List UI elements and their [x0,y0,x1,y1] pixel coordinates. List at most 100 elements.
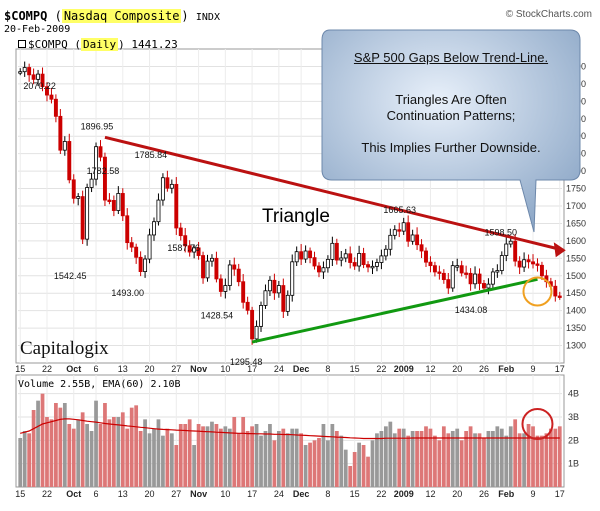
candle-body [317,265,321,273]
volume-bar [433,435,437,487]
candle-body [531,261,535,265]
x-tick-label: 22 [376,364,386,374]
price-legend: $COMPQ (Daily) 1441.23 [18,38,178,51]
candle-body [374,262,379,267]
price-tick-label: 1350 [566,323,586,333]
candle-body [482,283,486,289]
candle-body [259,305,263,327]
candle-body [504,243,509,256]
candle-body [192,247,197,253]
candle-body [321,267,326,273]
candle-body [111,200,116,211]
resistance-trendline [104,135,561,251]
volume-panel [15,374,565,488]
volume-bar [450,431,455,487]
volume-bar [45,417,49,487]
candle-body [27,67,32,76]
volume-bar [272,440,277,487]
volume-bar [330,424,335,487]
volume-bar [455,428,460,487]
candle-body [379,255,384,263]
candle-body [160,177,165,201]
volume-x-tick-label: 17 [555,489,565,499]
chart-title: $COMPQ (Nasdaq Composite) INDX [4,9,220,23]
price-annotation-label: 2070.22 [23,81,56,91]
volume-tick-label: 2B [568,435,579,445]
volume-bar [361,445,366,487]
pattern-label: Triangle [262,206,330,227]
volume-bar [548,428,553,487]
volume-bar [357,442,361,487]
candle-body [495,270,500,273]
volume-bar [36,400,40,487]
candle-body [361,253,366,266]
candle-body [85,187,90,240]
candle-body [397,229,402,232]
candle-body [98,146,103,158]
candle-body [218,278,223,292]
candle-body [250,309,255,340]
candle-body [254,325,259,340]
volume-bar [517,433,522,487]
x-tick-label: 20 [145,364,155,374]
volume-bar [495,426,500,487]
volume-bar [174,445,179,487]
volume-x-tick-label: 20 [452,489,462,499]
volume-bar [205,426,210,487]
volume-bar [326,440,330,487]
volume-bar [259,435,263,487]
symbol: $COMPQ [4,9,48,23]
candle-body [401,222,406,232]
candle-body [169,183,174,189]
candle-body [223,285,228,292]
volume-bar [236,433,241,487]
candle-body [526,259,531,263]
candle-body [201,255,206,279]
price-tick-label: 1700 [566,201,586,211]
x-tick-label: 8 [325,364,330,374]
x-tick-label: 27 [171,364,181,374]
volume-x-tick-label: 9 [531,489,536,499]
candle-body [36,73,41,80]
candle-body [334,242,339,261]
candle-body [415,234,420,246]
price-annotation-label: 1295.48 [230,357,263,367]
price-tick-label: 1550 [566,253,586,263]
volume-bar [553,428,558,487]
volume-bar [317,438,321,487]
candle-body [40,73,45,88]
candle-body [178,227,183,237]
candle-body [437,271,442,274]
candle-body [557,295,562,298]
volume-bar [557,426,562,487]
support-trendline [251,277,538,344]
volume-bar [161,435,165,487]
x-tick-label: 10 [220,364,230,374]
callout-bubble [321,29,581,233]
volume-bar [535,435,540,487]
volume-bar [134,405,139,487]
price-annotation-label: 1598.50 [484,227,517,237]
volume-x-tick-label: 13 [118,489,128,499]
candle-body [205,260,210,279]
volume-bar [526,424,531,487]
exchange: INDX [195,12,220,23]
candle-body [196,247,201,256]
source-credit[interactable]: © StockCharts.com [505,9,592,20]
callout-line-3: This Implies Further Downside. [361,140,541,155]
price-tick-label: 1500 [566,271,586,281]
candle-body [80,196,85,240]
volume-bar [245,431,250,487]
candle-body [245,301,250,311]
volume-x-tick-label: 12 [425,489,435,499]
volume-bar [120,412,125,487]
volume-bar [544,433,549,487]
volume-bar [446,433,451,487]
candle-body [370,265,375,269]
candle-body [508,240,513,245]
candle-body [388,234,393,250]
volume-bar [165,428,170,487]
volume-bar [27,433,32,487]
candle-body [294,251,299,263]
